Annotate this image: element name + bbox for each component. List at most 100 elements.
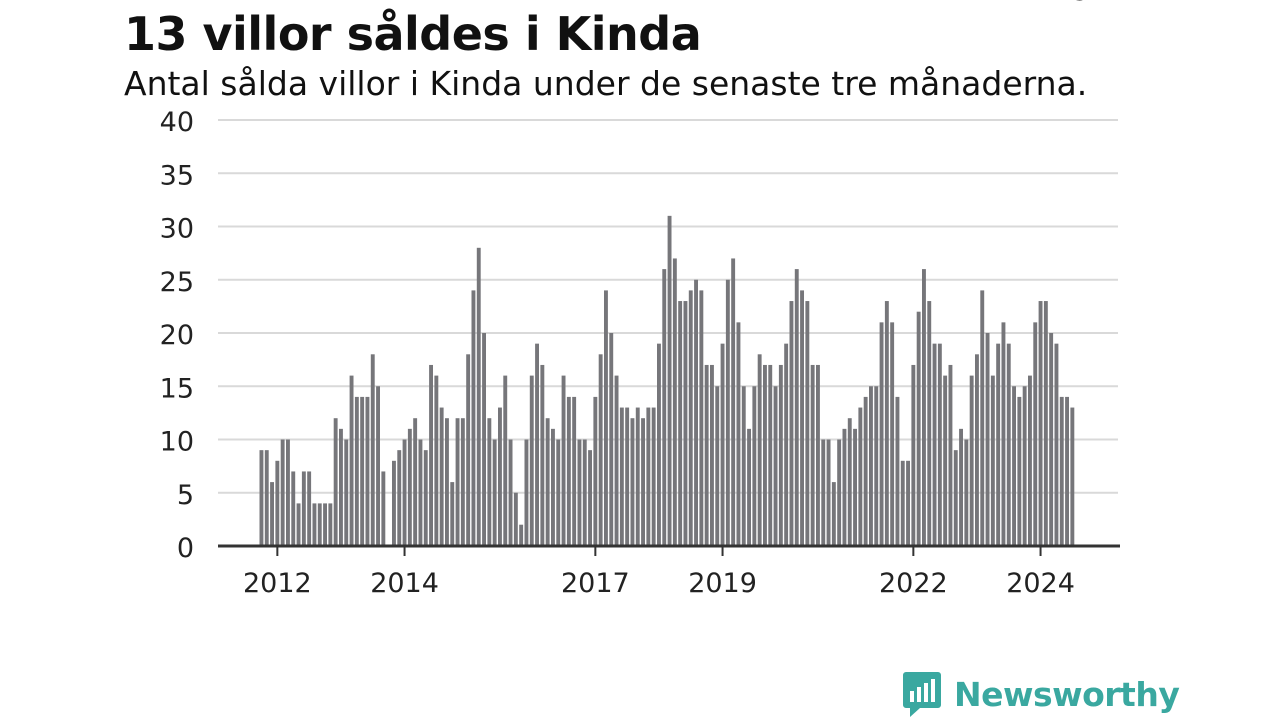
bar bbox=[1012, 386, 1016, 546]
newsworthy-logo: Newsworthy bbox=[902, 670, 1180, 718]
bar bbox=[545, 418, 550, 546]
bar bbox=[492, 439, 497, 546]
bar bbox=[434, 375, 439, 546]
x-tick-label: 2014 bbox=[370, 568, 439, 599]
bar bbox=[551, 428, 555, 546]
bar bbox=[339, 428, 343, 546]
bar bbox=[1006, 343, 1011, 546]
bar bbox=[657, 343, 661, 546]
bar bbox=[513, 492, 518, 546]
bar bbox=[789, 301, 794, 546]
bar bbox=[392, 460, 396, 546]
bar bbox=[1043, 301, 1048, 546]
x-tick-label: 2012 bbox=[243, 568, 312, 599]
bar bbox=[286, 439, 290, 546]
bar bbox=[344, 439, 349, 546]
bar bbox=[423, 450, 428, 546]
bar bbox=[529, 375, 534, 546]
bar bbox=[1049, 333, 1054, 546]
bar bbox=[980, 290, 985, 546]
bar bbox=[678, 301, 683, 546]
bar bbox=[964, 439, 969, 546]
bar bbox=[572, 396, 577, 546]
y-tick-label: 35 bbox=[160, 160, 194, 191]
bar bbox=[360, 396, 365, 546]
bar bbox=[948, 364, 953, 546]
bar bbox=[837, 439, 842, 546]
chart-title: 13 villor såldes i Kinda bbox=[124, 7, 702, 61]
bar bbox=[800, 290, 804, 546]
bar bbox=[943, 375, 948, 546]
bar bbox=[476, 247, 481, 547]
bar bbox=[328, 503, 333, 546]
bar bbox=[768, 364, 773, 546]
bar bbox=[1001, 322, 1006, 546]
bar bbox=[365, 396, 370, 546]
bar bbox=[582, 439, 587, 546]
bar bbox=[879, 322, 884, 546]
bar bbox=[354, 396, 359, 546]
bar bbox=[450, 482, 455, 546]
bar bbox=[826, 439, 831, 546]
bar bbox=[503, 375, 508, 546]
bar bbox=[747, 428, 751, 546]
bar bbox=[937, 343, 942, 546]
bar bbox=[863, 396, 868, 546]
bar bbox=[1022, 386, 1027, 546]
y-tick-label: 30 bbox=[160, 214, 194, 245]
bar bbox=[445, 418, 449, 546]
bar bbox=[556, 439, 561, 546]
bar bbox=[720, 343, 725, 546]
bar bbox=[561, 375, 566, 546]
bar bbox=[874, 386, 879, 546]
bar bbox=[932, 343, 937, 546]
bar bbox=[975, 354, 979, 546]
bar bbox=[757, 354, 762, 546]
bar bbox=[731, 258, 736, 546]
bar bbox=[540, 364, 545, 546]
bar bbox=[270, 482, 274, 546]
data-labels: 13 bbox=[1052, 0, 1092, 10]
bar bbox=[641, 418, 645, 546]
bar bbox=[280, 439, 285, 546]
bar bbox=[275, 460, 280, 546]
bar bbox=[1017, 396, 1022, 546]
bar bbox=[890, 322, 895, 546]
bar bbox=[810, 364, 815, 546]
bar bbox=[1070, 407, 1075, 546]
x-tick-label: 2017 bbox=[561, 568, 630, 599]
bar bbox=[752, 386, 757, 546]
bar bbox=[487, 418, 492, 546]
bar bbox=[662, 269, 667, 546]
bar bbox=[651, 407, 656, 546]
bar bbox=[715, 386, 720, 546]
bar bbox=[508, 439, 513, 546]
bar bbox=[466, 354, 471, 546]
bar bbox=[307, 471, 312, 546]
bar bbox=[741, 386, 746, 546]
bar bbox=[773, 386, 778, 546]
bar bbox=[460, 418, 465, 546]
bar bbox=[969, 375, 974, 546]
bar bbox=[635, 407, 640, 546]
bar bbox=[1033, 322, 1038, 546]
bar bbox=[376, 386, 380, 546]
bar bbox=[524, 439, 529, 546]
bar bbox=[609, 333, 614, 546]
bar bbox=[900, 460, 905, 546]
bar bbox=[911, 364, 916, 546]
bar bbox=[317, 503, 322, 546]
bar bbox=[604, 290, 608, 546]
bar bbox=[535, 343, 539, 546]
bar bbox=[455, 418, 460, 546]
bar bbox=[1028, 375, 1032, 546]
y-tick-label: 15 bbox=[160, 373, 194, 404]
bar bbox=[884, 301, 889, 546]
bar bbox=[1038, 301, 1043, 546]
x-tick-label: 2022 bbox=[879, 568, 948, 599]
bar bbox=[763, 364, 767, 546]
bar bbox=[996, 343, 1001, 546]
bar bbox=[672, 258, 677, 546]
data-label: 13 bbox=[1055, 0, 1089, 7]
